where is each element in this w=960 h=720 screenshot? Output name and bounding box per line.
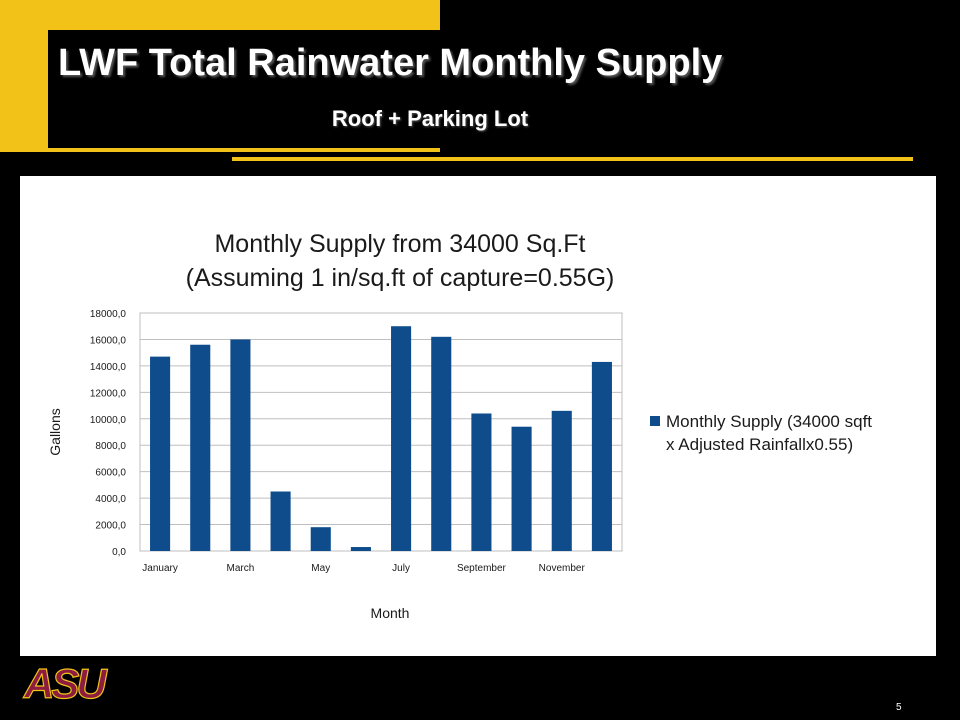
y-tick-labels: 0,0 2000,0 4000,0 6000,0 8000,0 10000,0 12000,… bbox=[90, 309, 127, 558]
legend-label: Monthly Supply (34000 sqft x Adjusted Rai… bbox=[666, 412, 872, 454]
legend-swatch bbox=[650, 416, 660, 426]
x-tick-labels: January March May July September November bbox=[142, 563, 585, 574]
bar-june bbox=[350, 547, 371, 551]
x-tick-label: July bbox=[392, 563, 410, 574]
gridlines bbox=[140, 338, 622, 526]
svg-text:ASU: ASU bbox=[23, 662, 108, 702]
slide-subtitle: Roof + Parking Lot bbox=[331, 106, 529, 131]
bar-may bbox=[310, 527, 331, 551]
chart-panel: Monthly Supply from 34000 Sq.Ft (Assumin… bbox=[20, 176, 936, 656]
y-tick-label: 6000,0 bbox=[95, 468, 126, 479]
title-panel bbox=[48, 30, 928, 148]
bar-january bbox=[150, 356, 171, 551]
bar-july bbox=[391, 326, 412, 551]
legend: Monthly Supply (34000 sqft x Adjusted Rai… bbox=[650, 412, 872, 454]
bar-august bbox=[431, 336, 452, 551]
x-tick-label: September bbox=[457, 563, 507, 574]
x-tick-label: March bbox=[227, 563, 255, 574]
y-tick-label: 16000,0 bbox=[90, 335, 127, 346]
x-tick-label: May bbox=[311, 563, 330, 574]
x-tick-label: January bbox=[142, 563, 178, 574]
plot-area bbox=[139, 312, 623, 552]
y-tick-label: 8000,0 bbox=[95, 441, 126, 452]
y-tick-label: 4000,0 bbox=[95, 494, 126, 505]
bar-october bbox=[511, 426, 532, 551]
chart-title-line-2: (Assuming 1 in/sq.ft of capture=0.55G) bbox=[186, 264, 615, 292]
bar-april bbox=[270, 491, 291, 551]
y-tick-label: 0,0 bbox=[112, 547, 126, 558]
asu-logo: ASU bbox=[22, 662, 112, 702]
bar-september bbox=[471, 413, 492, 551]
bar-december bbox=[591, 361, 612, 551]
y-tick-label: 2000,0 bbox=[95, 521, 126, 532]
slide-title: LWF Total Rainwater Monthly Supply bbox=[58, 42, 723, 84]
chart-title-line-1: Monthly Supply from 34000 Sq.Ft bbox=[214, 230, 585, 258]
bar-november bbox=[551, 410, 572, 551]
y-tick-label: 18000,0 bbox=[90, 309, 127, 320]
page-number: 5 bbox=[896, 702, 902, 713]
x-axis-label: Month bbox=[371, 605, 410, 621]
y-tick-label: 10000,0 bbox=[90, 415, 127, 426]
title-underline bbox=[232, 157, 913, 161]
bar-march bbox=[230, 339, 251, 551]
bars bbox=[150, 326, 612, 551]
y-tick-label: 12000,0 bbox=[90, 388, 127, 399]
y-tick-label: 14000,0 bbox=[90, 362, 127, 373]
bar-february bbox=[190, 344, 211, 551]
x-tick-label: November bbox=[539, 563, 586, 574]
bar-chart: Monthly Supply from 34000 Sq.Ft (Assumin… bbox=[47, 230, 872, 621]
y-axis-label: Gallons bbox=[47, 408, 63, 455]
